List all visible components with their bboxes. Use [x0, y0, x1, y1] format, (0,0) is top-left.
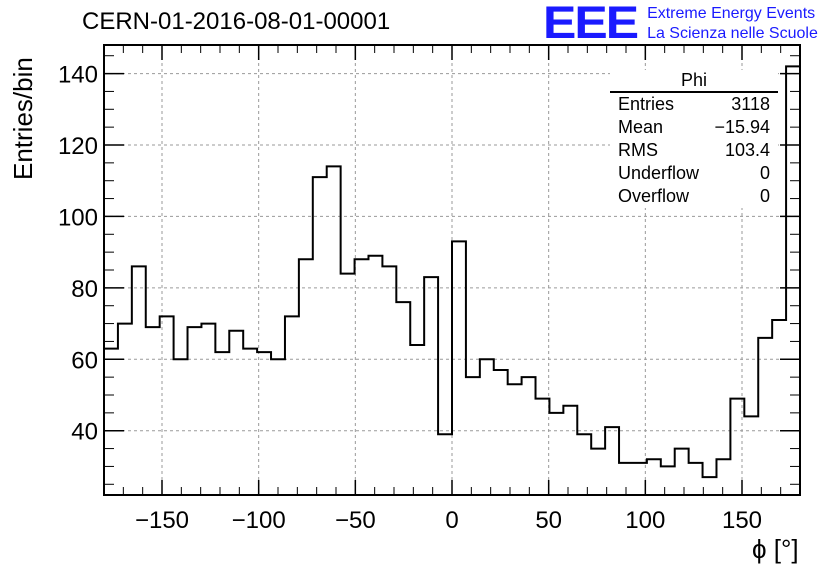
stats-row-mean: Mean −15.94 — [610, 116, 778, 139]
plot-frame — [103, 44, 801, 496]
histogram-bin — [675, 449, 689, 495]
stats-label: Entries — [618, 94, 675, 114]
histogram-bin — [703, 477, 717, 495]
stats-row-underflow: Underflow 0 — [610, 162, 778, 185]
histogram-bin — [536, 399, 550, 495]
histogram-bin — [410, 345, 424, 495]
stats-box: Phi Entries 3118 Mean −15.94 RMS 103.4 U… — [610, 70, 778, 208]
stats-row-rms: RMS 103.4 — [610, 139, 778, 162]
histogram-bin — [619, 463, 633, 495]
y-tick-label: 100 — [58, 204, 98, 231]
histogram-bin — [438, 434, 452, 495]
stats-row-entries: Entries 3118 — [610, 93, 778, 116]
histogram-bin — [243, 349, 257, 495]
run-title: CERN-01-2016-08-01-00001 — [82, 8, 391, 35]
histogram-bin — [661, 466, 675, 495]
stats-value: 3118 — [731, 94, 770, 114]
histogram-bin — [758, 338, 772, 495]
histogram-bin — [744, 416, 758, 495]
histogram-bin — [104, 349, 118, 495]
histogram-bin — [522, 377, 536, 495]
histogram-bin — [633, 463, 647, 495]
eee-logo: EEE Extreme Energy Events La Scienza nel… — [543, 0, 818, 48]
ticks-layer — [104, 45, 800, 495]
logo-line-1: Extreme Energy Events — [647, 5, 816, 22]
histogram-bin — [647, 459, 661, 495]
x-tick-label: −150 — [135, 507, 189, 534]
histogram-bin — [577, 434, 591, 495]
x-tick-label: 100 — [625, 507, 665, 534]
histogram-bin — [188, 327, 202, 495]
tick-labels-layer: −150 −100 −50 0 50 100 150 40 60 80 100 120 140 — [58, 62, 762, 534]
y-tick-label: 80 — [71, 276, 98, 303]
x-tick-label: 50 — [535, 507, 562, 534]
histogram-bin — [549, 413, 563, 495]
y-tick-label: 40 — [71, 419, 98, 446]
histogram-bin — [174, 359, 188, 495]
histogram-bin — [327, 166, 341, 495]
histogram-step-line — [104, 65, 800, 479]
histogram-bin — [786, 66, 800, 495]
histogram-bin — [494, 370, 508, 495]
histogram-bin — [341, 274, 355, 495]
histogram-bin — [285, 316, 299, 495]
histogram-bin — [201, 324, 215, 495]
logo-mark: EEE — [543, 0, 639, 48]
histogram-bin — [160, 316, 174, 495]
histogram-bin — [772, 320, 786, 495]
stats-title: Phi — [610, 70, 778, 93]
histogram-bin — [605, 427, 619, 495]
histogram-bin — [299, 259, 313, 495]
histogram-bin — [466, 377, 480, 495]
x-tick-label: 150 — [722, 507, 762, 534]
histogram-bin — [382, 266, 396, 495]
histogram-bin — [215, 352, 229, 495]
logo-text: Extreme Energy Events La Scienza nelle S… — [647, 4, 818, 44]
y-axis-label: Entries/bin — [8, 57, 38, 180]
y-tick-label: 140 — [58, 62, 98, 89]
histogram-bin — [146, 327, 160, 495]
histogram-bin — [313, 177, 327, 495]
histogram-bin — [424, 277, 438, 495]
stats-label: Overflow — [618, 186, 690, 206]
histogram-bin — [480, 359, 494, 495]
histogram-bin — [229, 331, 243, 495]
histogram-bin — [689, 463, 703, 495]
x-tick-label: 0 — [445, 507, 458, 534]
histogram-bin — [716, 459, 730, 495]
histogram-bin — [452, 241, 466, 495]
stats-value: 0 — [759, 186, 770, 206]
stats-value: −15.94 — [714, 117, 770, 137]
histogram-bin — [591, 449, 605, 495]
x-axis-label: ϕ [°] — [752, 534, 799, 564]
histogram-bin — [271, 359, 285, 495]
stats-value: 103.4 — [724, 140, 770, 160]
histogram-bin — [396, 302, 410, 495]
stats-row-overflow: Overflow 0 — [610, 185, 778, 208]
x-tick-label: −100 — [232, 507, 286, 534]
histogram-bin — [257, 352, 271, 495]
histogram-bin — [368, 256, 382, 495]
stats-value: 0 — [759, 163, 770, 183]
y-tick-label: 60 — [71, 347, 98, 374]
histogram-bin — [563, 406, 577, 495]
stats-label: Mean — [618, 117, 664, 137]
histogram-bin — [508, 384, 522, 495]
logo-line-2: La Scienza nelle Scuole — [647, 25, 818, 42]
histogram-bin — [132, 266, 146, 495]
stats-label: RMS — [618, 140, 658, 160]
histogram-bin — [118, 324, 132, 495]
y-tick-label: 120 — [58, 133, 98, 160]
histogram-bin — [730, 399, 744, 495]
x-tick-label: −50 — [335, 507, 376, 534]
histogram-bin — [355, 259, 369, 495]
stats-label: Underflow — [618, 163, 700, 183]
